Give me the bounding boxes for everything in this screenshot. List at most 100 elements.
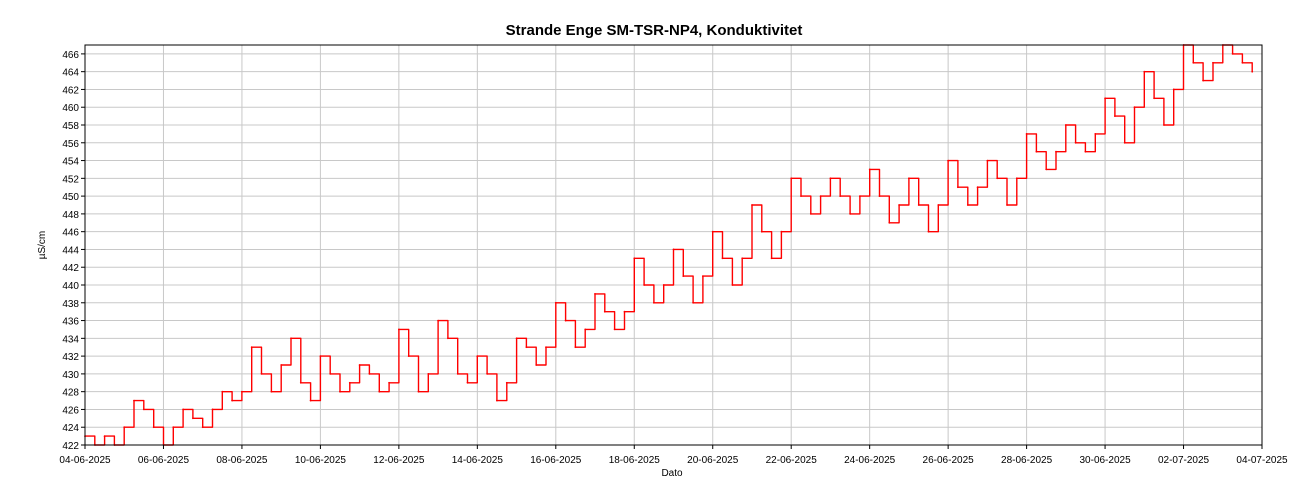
x-tick-label: 18-06-2025 — [609, 455, 661, 466]
data-point — [643, 284, 645, 286]
x-tick-label: 24-06-2025 — [844, 455, 896, 466]
y-tick-label: 466 — [62, 50, 79, 61]
data-point — [917, 204, 920, 206]
data-point — [329, 373, 332, 375]
data-point — [976, 186, 979, 189]
data-point — [1133, 106, 1136, 109]
data-point — [859, 195, 861, 198]
data-point — [182, 408, 185, 411]
data-point — [947, 159, 949, 162]
data-point — [603, 310, 606, 313]
data-point — [731, 284, 734, 286]
data-point — [1006, 204, 1008, 206]
y-tick-label: 436 — [62, 317, 79, 328]
data-point — [221, 390, 224, 393]
data-point — [280, 364, 283, 366]
data-point — [957, 186, 959, 189]
data-point — [525, 346, 528, 349]
y-axis-label: µS/cm — [37, 231, 48, 260]
data-point — [809, 213, 812, 215]
data-point — [476, 355, 479, 357]
data-point — [1241, 61, 1244, 64]
y-tick-label: 458 — [62, 121, 79, 132]
data-point — [662, 284, 665, 286]
y-tick-label: 444 — [62, 245, 79, 256]
data-point — [1212, 61, 1214, 64]
data-point — [1035, 150, 1038, 153]
data-point — [545, 346, 547, 349]
data-point — [192, 417, 194, 420]
data-point — [780, 230, 783, 233]
y-tick-label: 432 — [62, 352, 79, 363]
data-point — [103, 435, 106, 437]
data-point — [241, 390, 243, 393]
y-tick-label: 426 — [62, 405, 79, 416]
data-point — [1084, 150, 1087, 153]
y-tick-label: 464 — [62, 68, 79, 79]
data-point — [133, 399, 135, 402]
data-point — [1045, 168, 1048, 171]
data-point — [378, 390, 381, 393]
data-point — [584, 328, 587, 331]
data-point — [653, 301, 655, 304]
x-tick-label: 28-06-2025 — [1001, 455, 1053, 466]
x-tick-label: 14-06-2025 — [452, 455, 504, 466]
data-point — [1143, 70, 1146, 73]
data-point — [966, 204, 969, 206]
data-point — [937, 204, 940, 206]
data-point — [800, 195, 802, 198]
data-point — [1104, 97, 1106, 100]
data-point — [290, 337, 292, 340]
x-tick-label: 06-06-2025 — [138, 455, 190, 466]
data-point — [790, 177, 793, 180]
data-point — [211, 408, 214, 411]
data-point — [554, 301, 557, 304]
data-point — [751, 204, 753, 206]
data-point — [1231, 53, 1234, 55]
data-point — [309, 399, 312, 402]
y-tick-label: 450 — [62, 192, 79, 203]
data-point — [427, 373, 430, 375]
data-point — [623, 310, 626, 313]
x-tick-label: 02-07-2025 — [1158, 455, 1210, 466]
data-point — [368, 373, 371, 375]
data-point — [417, 390, 420, 393]
data-point — [1064, 124, 1067, 126]
data-point — [358, 364, 361, 366]
y-tick-label: 452 — [62, 174, 79, 185]
x-tick-label: 04-06-2025 — [59, 455, 111, 466]
data-point — [270, 390, 273, 393]
x-tick-label: 22-06-2025 — [766, 455, 818, 466]
data-point — [388, 381, 390, 384]
y-tick-label: 456 — [62, 139, 79, 150]
data-point — [868, 168, 871, 171]
data-point — [466, 381, 469, 384]
x-tick-label: 04-07-2025 — [1236, 455, 1288, 466]
data-point — [348, 381, 351, 384]
data-point — [1015, 177, 1018, 180]
x-axis: 04-06-2025 06-06-2025 08-06-2025 10-06-2025… — [59, 445, 1288, 466]
y-tick-label: 460 — [62, 103, 79, 114]
data-point — [456, 373, 459, 375]
data-point — [594, 293, 596, 295]
x-tick-label: 08-06-2025 — [216, 455, 268, 466]
plot-frame — [84, 44, 1263, 446]
data-point — [878, 195, 881, 198]
data-point — [672, 248, 675, 251]
x-axis-label: Dato — [661, 468, 683, 479]
data-point — [741, 257, 744, 260]
x-tick-label: 12-06-2025 — [373, 455, 425, 466]
chart-title: Strande Enge SM-TSR-NP4, Konduktivitet — [506, 22, 803, 39]
x-tick-label: 16-06-2025 — [530, 455, 582, 466]
series-line — [85, 44, 1253, 446]
grid-lines — [84, 45, 1263, 446]
data-point — [829, 177, 832, 180]
data-point — [1163, 124, 1165, 126]
y-tick-label: 424 — [62, 423, 79, 434]
y-tick-label: 434 — [62, 334, 79, 345]
data-point — [1074, 141, 1077, 144]
data-point — [682, 275, 685, 277]
data-point — [692, 301, 694, 304]
data-point — [123, 426, 126, 429]
